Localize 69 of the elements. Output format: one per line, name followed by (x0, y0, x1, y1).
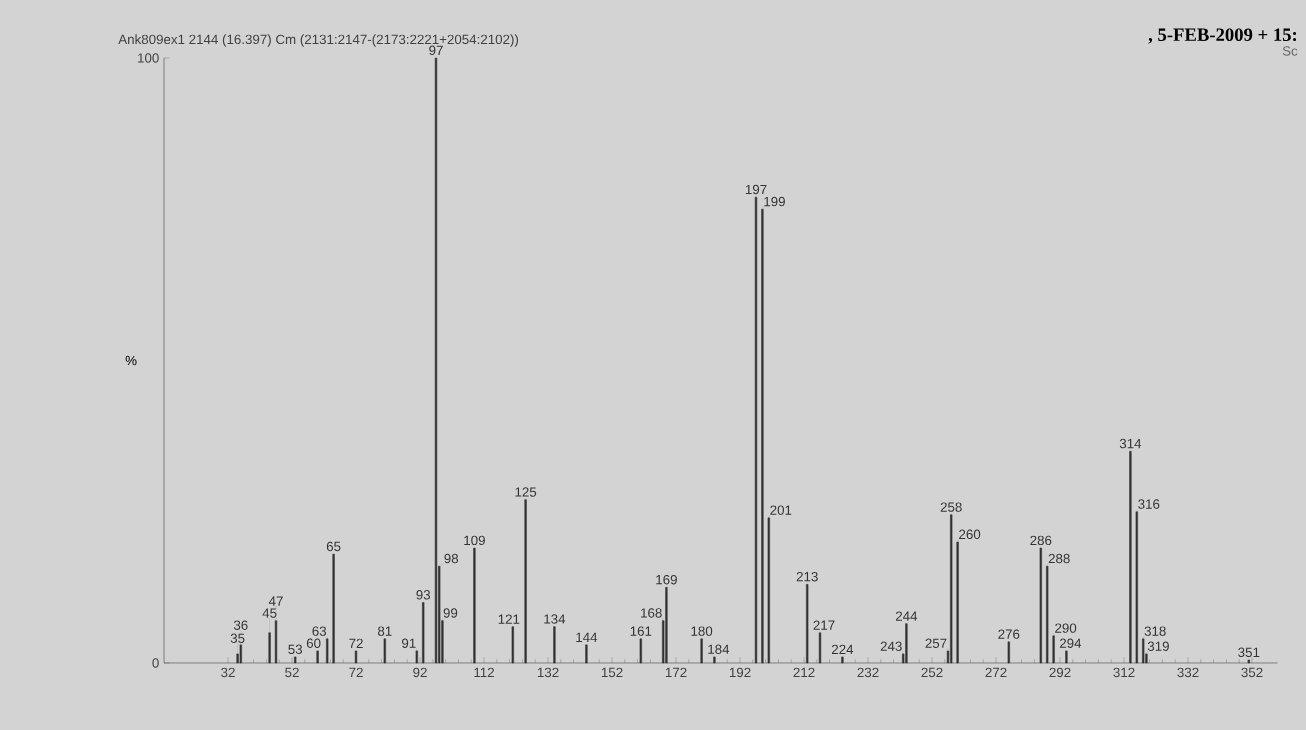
x-tick-label: 72 (349, 667, 363, 677)
annotation: 168 (641, 608, 662, 618)
annotation: 314 (1119, 438, 1142, 449)
x-tick-label: 272 (985, 667, 1007, 677)
x-tick-label: 192 (729, 667, 751, 678)
annotation: 243 (880, 641, 902, 651)
x-tick-label: 52 (285, 667, 299, 678)
annotation: 224 (831, 644, 854, 654)
annotation: 53 (288, 644, 303, 654)
annotation: 201 (770, 505, 792, 515)
x-tick-label: 312 (1113, 667, 1135, 678)
x-tick-label: 352 (1241, 667, 1263, 678)
annotation: 36 (233, 620, 248, 630)
y-axis-title: % (125, 355, 137, 366)
annotation: 98 (444, 553, 459, 564)
annotation: 180 (691, 626, 713, 636)
annotation: 91 (402, 638, 416, 648)
annotation: 144 (576, 632, 598, 642)
y-tick-label: 0 (152, 658, 159, 668)
annotation: 257 (925, 638, 947, 648)
x-tick-label: 232 (857, 667, 879, 678)
annotation: 217 (813, 620, 835, 630)
annotation: 60 (306, 638, 321, 648)
annotation: 184 (708, 644, 730, 654)
annotation: 290 (1055, 623, 1077, 633)
annotation: 294 (1059, 638, 1082, 648)
x-tick-label: 172 (665, 667, 687, 677)
annotation: 318 (1144, 626, 1166, 636)
annotation: 47 (268, 596, 283, 606)
text: Sc (1282, 46, 1298, 56)
annotation: 319 (1147, 641, 1169, 651)
annotation: 286 (1030, 535, 1052, 546)
x-tick-label: 292 (1049, 667, 1071, 678)
annotation: 197 (745, 184, 767, 195)
x-tick-label: 152 (601, 667, 623, 678)
annotation: 97 (429, 45, 443, 56)
x-tick-label: 252 (921, 667, 943, 678)
annotation: 244 (895, 611, 918, 621)
annotation: 121 (498, 614, 520, 624)
annotation: 35 (230, 633, 245, 643)
annotation: 316 (1138, 499, 1160, 509)
x-tick-label: 32 (221, 667, 235, 678)
annotation: 72 (349, 638, 363, 648)
annotation: 351 (1238, 647, 1260, 658)
annotation: 134 (544, 614, 566, 624)
annotation: 81 (377, 626, 392, 636)
x-tick-label: 212 (793, 667, 815, 677)
annotation: 213 (796, 571, 818, 582)
annotation: 109 (464, 535, 485, 546)
annotation: 63 (312, 626, 327, 636)
annotation: 99 (443, 608, 458, 618)
annotation: 288 (1048, 553, 1070, 564)
annotation: 161 (630, 626, 652, 636)
x-tick-label: 92 (413, 667, 427, 678)
annotation: 125 (515, 487, 537, 497)
annotation: 258 (940, 502, 962, 512)
annotation: 276 (998, 629, 1020, 639)
chart-title: Ank809ex1 2144 (16.397) Cm (2131:2147-(2173:2221+2054:2102)) (118, 34, 519, 47)
x-tick-label: 332 (1177, 667, 1199, 678)
annotation: 45 (262, 608, 277, 618)
y-tick-label: 100 (138, 53, 159, 63)
chart-subtitle: , 5-FEB-2009 + 15: (1148, 28, 1297, 44)
annotation: 93 (416, 590, 431, 600)
annotation: 169 (656, 574, 677, 585)
annotation: 260 (959, 529, 981, 540)
annotation: 199 (764, 196, 785, 207)
x-tick-label: 112 (474, 667, 494, 677)
annotation: 65 (326, 541, 341, 552)
x-tick-label: 132 (537, 667, 559, 678)
